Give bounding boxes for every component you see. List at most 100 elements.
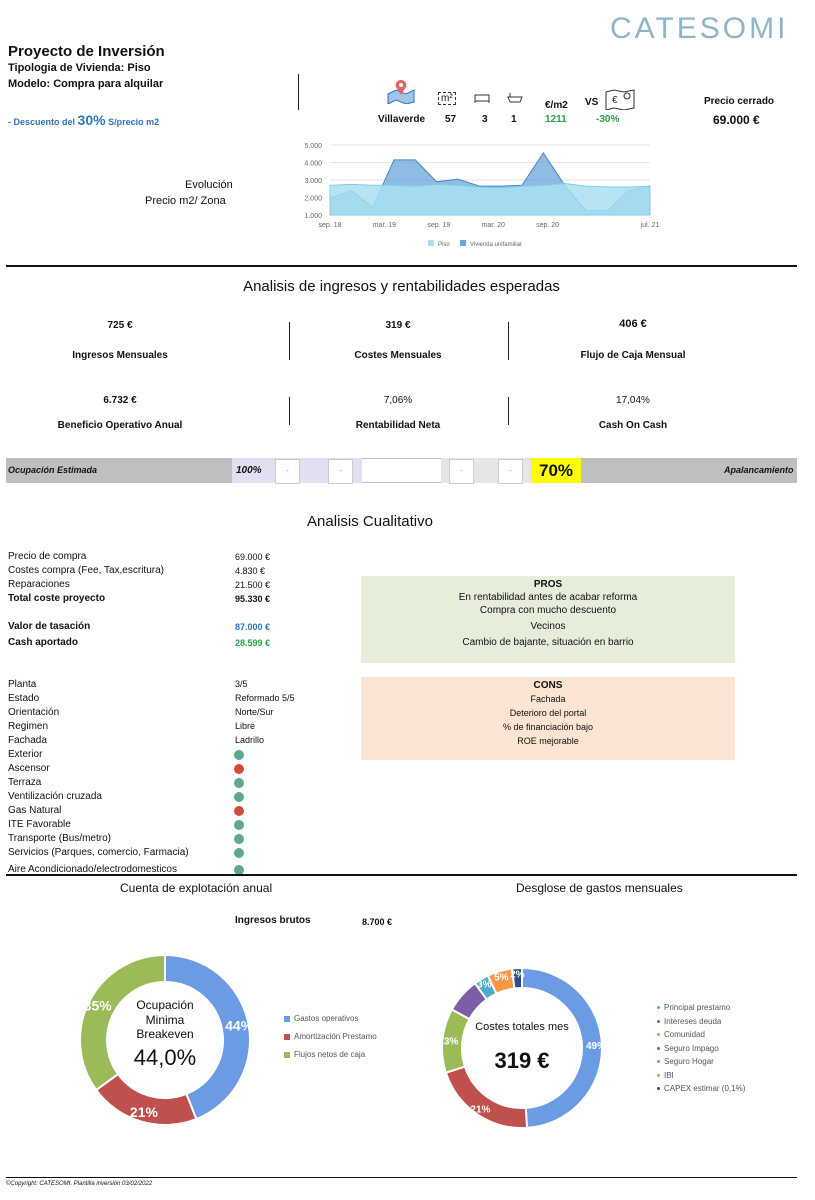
monthly-donut-chart: 49% 21% 13% 3%5% 2% (438, 966, 606, 1129)
legend-label: Intereses deuda (664, 1016, 722, 1026)
check-label: Terraza (8, 777, 42, 788)
status-bad-icon (234, 764, 244, 774)
slice-label: 49% (586, 1041, 606, 1052)
monthly-center-value: 319 € (494, 1048, 550, 1073)
slice-label: 44% (225, 1018, 254, 1034)
euro-map-icon: € (605, 89, 635, 110)
cost-label: Total coste proyecto (8, 593, 106, 604)
annual-center-line3: Breakeven (136, 1027, 194, 1041)
x-tick-label: mar. 19 (373, 222, 396, 229)
cons-item: % de financiación bajo (502, 722, 594, 732)
descuento-pct: 30% (77, 112, 106, 128)
kpi-flujo-label: Flujo de Caja Mensual (580, 350, 686, 361)
check-label: Aire Acondicionado/electrodomesticos (8, 864, 177, 875)
kpi-costes-value: 319 € (385, 320, 411, 331)
ocupacion-increase-button[interactable]: - (328, 459, 353, 484)
ocupacion-decrease-button[interactable]: - (275, 459, 300, 484)
legend-swatch (657, 1073, 660, 1077)
vs-label: VS (585, 97, 599, 108)
bed-icon (474, 94, 490, 103)
donut-slice (444, 1065, 529, 1129)
status-ok-icon (234, 792, 244, 802)
legend-swatch (657, 1087, 660, 1091)
donut-slice (521, 966, 603, 1129)
legend-label: Vivienda unifamiliar (470, 242, 522, 248)
kpi-beneficio-label: Beneficio Operativo Anual (57, 420, 183, 431)
slice-label: 5% (494, 972, 509, 983)
monthly-legend-item: CAPEX estimar (0,1%) (657, 1084, 745, 1093)
donut-slice (164, 953, 251, 1121)
kpi-divider-1 (289, 322, 290, 360)
m2-value: 57 (445, 114, 457, 125)
slice-label: 21% (130, 1104, 159, 1120)
feature-value: Reformado 5/5 (235, 693, 295, 703)
slice-label: 21% (470, 1105, 490, 1116)
legend-swatch (460, 240, 466, 246)
price-evolution-chart: 5.000 4.000 3.000 2.000 1.000 sep. 18 mar. 19 s… (304, 143, 660, 248)
pros-item: Cambio de bajante, situación en barrio (462, 637, 634, 648)
check-label: Servicios (Parques, comercio, Farmacia) (8, 847, 189, 858)
feature-value: Norte/Sur (235, 707, 274, 717)
monthly-legend-item: Principal prestamo (657, 1003, 730, 1012)
legend-swatch (428, 240, 434, 246)
legend-swatch (657, 1033, 660, 1037)
kpi-rentabilidad-value: 7,06% (383, 395, 413, 406)
kpi-coc-value: 17,04% (616, 395, 650, 406)
legend-label: Comunidad (664, 1030, 705, 1039)
annual-legend-item: Gastos operativos (284, 1014, 358, 1023)
slice-label: 35% (84, 997, 113, 1013)
descuento-text: - Descuento del 30% S/precio m2 (8, 112, 159, 128)
annual-center-value: 44,0% (133, 1045, 197, 1070)
legend-label: Flujos netos de caja (294, 1050, 366, 1059)
feature-label: Fachada (8, 735, 47, 746)
pros-box: PROS En rentabilidad antes de acabar ref… (361, 576, 735, 663)
precio-cerrado-label: Precio cerrado (704, 96, 775, 107)
x-tick-label: sep. 18 (319, 222, 342, 229)
feature-label: Planta (8, 679, 37, 690)
x-tick-label: sep. 19 (427, 222, 450, 229)
status-ok-icon (234, 848, 244, 858)
vs-value: -30% (596, 114, 620, 125)
check-label: Transporte (Bus/metro) (8, 833, 111, 844)
eur-m2-label: €/m2 (545, 100, 568, 111)
cost-label: Valor de tasación (8, 621, 91, 632)
slice-label: 3% (477, 980, 492, 991)
tipologia-text: Tipologia de Vivienda: Piso (8, 62, 151, 74)
status-ok-icon (234, 865, 244, 875)
kpi-rentabilidad-label: Rentabilidad Neta (355, 420, 441, 431)
kpi-ingresos-value: 725 € (107, 320, 133, 331)
svg-text:€: € (612, 95, 618, 106)
kpi-flujo-value: 406 € (619, 318, 647, 330)
monthly-legend-item: Seguro Impago (657, 1044, 719, 1053)
x-tick-label: jul. 21 (640, 222, 660, 229)
feature-value: Libre (235, 721, 256, 731)
cost-label: Precio de compra (8, 551, 87, 562)
legend-swatch (657, 1006, 660, 1010)
feature-label: Regimen (8, 721, 49, 732)
status-ok-icon (234, 750, 244, 760)
y-tick-label: 2.000 (304, 196, 322, 203)
page-title: Proyecto de Inversión (8, 43, 165, 60)
cost-value: 28.599 € (235, 638, 271, 648)
monthly-legend-item: IBI (657, 1071, 674, 1080)
donut-slice (79, 953, 166, 1092)
monthly-legend-item: Seguro Hogar (657, 1057, 714, 1066)
section-divider-2 (6, 874, 797, 876)
cost-value: 95.330 € (235, 594, 271, 604)
check-label: Ascensor (8, 763, 50, 774)
cost-label: Cash aportado (8, 637, 79, 648)
y-tick-label: 5.000 (304, 143, 322, 150)
precio-cerrado-value: 69.000 € (713, 113, 760, 127)
leverage-increase-button[interactable]: - (498, 459, 523, 484)
legend-label: CAPEX estimar (0,1%) (664, 1084, 746, 1093)
monthly-legend-item: Intereses deuda (657, 1017, 721, 1026)
leverage-decrease-button[interactable]: - (449, 459, 474, 484)
legend-swatch (657, 1046, 660, 1050)
ocupacion-value: 100% (236, 465, 262, 476)
kpi-beneficio-value: 6.732 € (103, 395, 137, 406)
pros-item: En rentabilidad antes de acabar reforma (458, 592, 638, 603)
kpi-divider-4 (508, 397, 509, 425)
cost-value: 69.000 € (235, 552, 271, 562)
pros-title: PROS (533, 579, 563, 590)
cost-value: 87.000 € (235, 622, 271, 632)
